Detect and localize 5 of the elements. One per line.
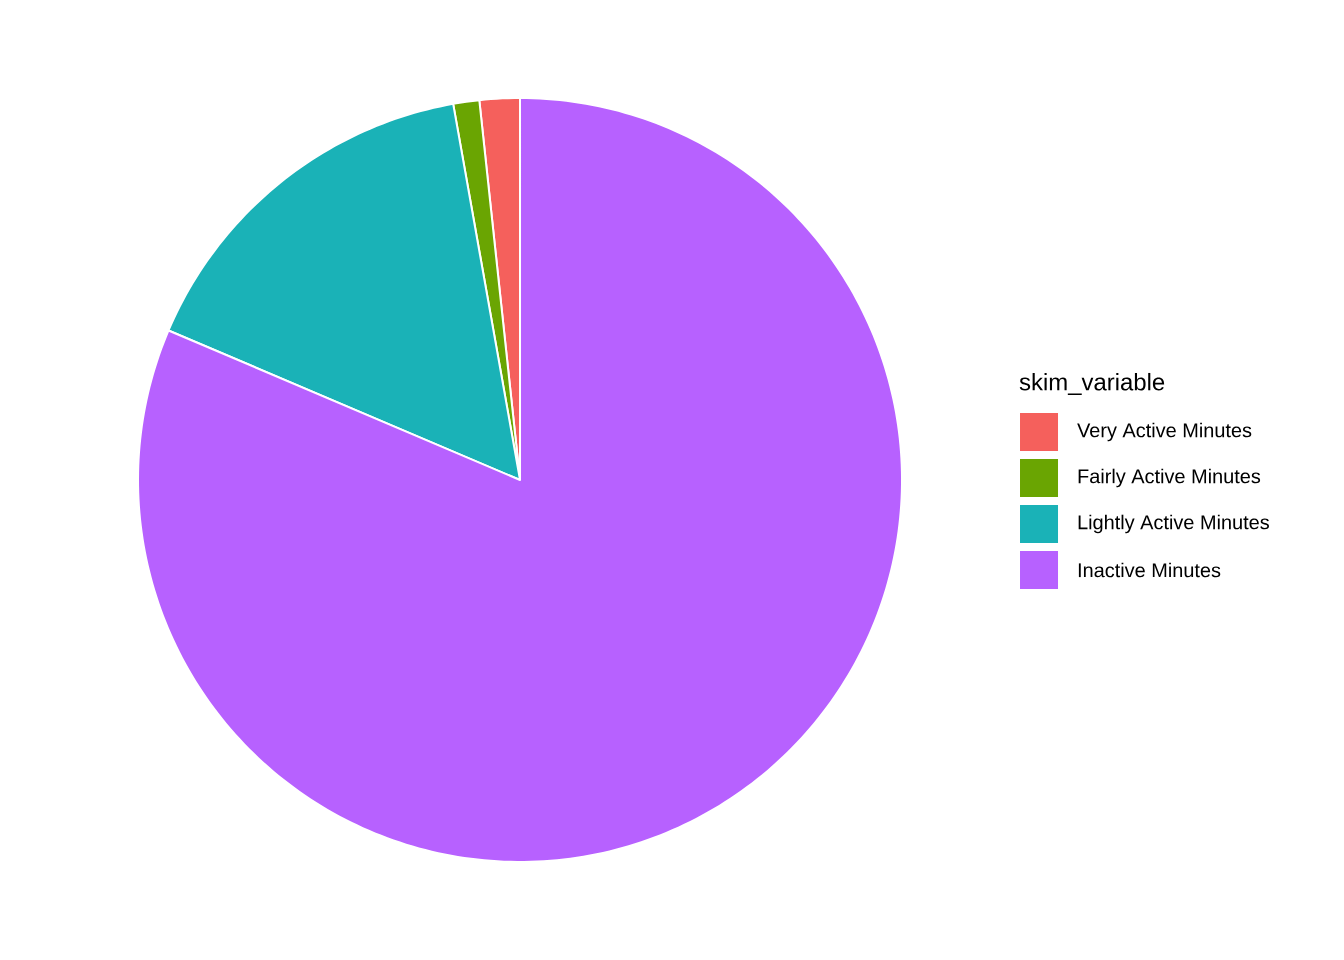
legend-title: skim_variable xyxy=(1019,372,1165,396)
legend-label: Very Active Minutes xyxy=(1077,422,1252,442)
legend-label: Fairly Active Minutes xyxy=(1078,468,1261,488)
legend-label: Inactive Minutes xyxy=(1078,562,1221,578)
legend-label: Lightly Active Minutes xyxy=(1078,514,1269,534)
